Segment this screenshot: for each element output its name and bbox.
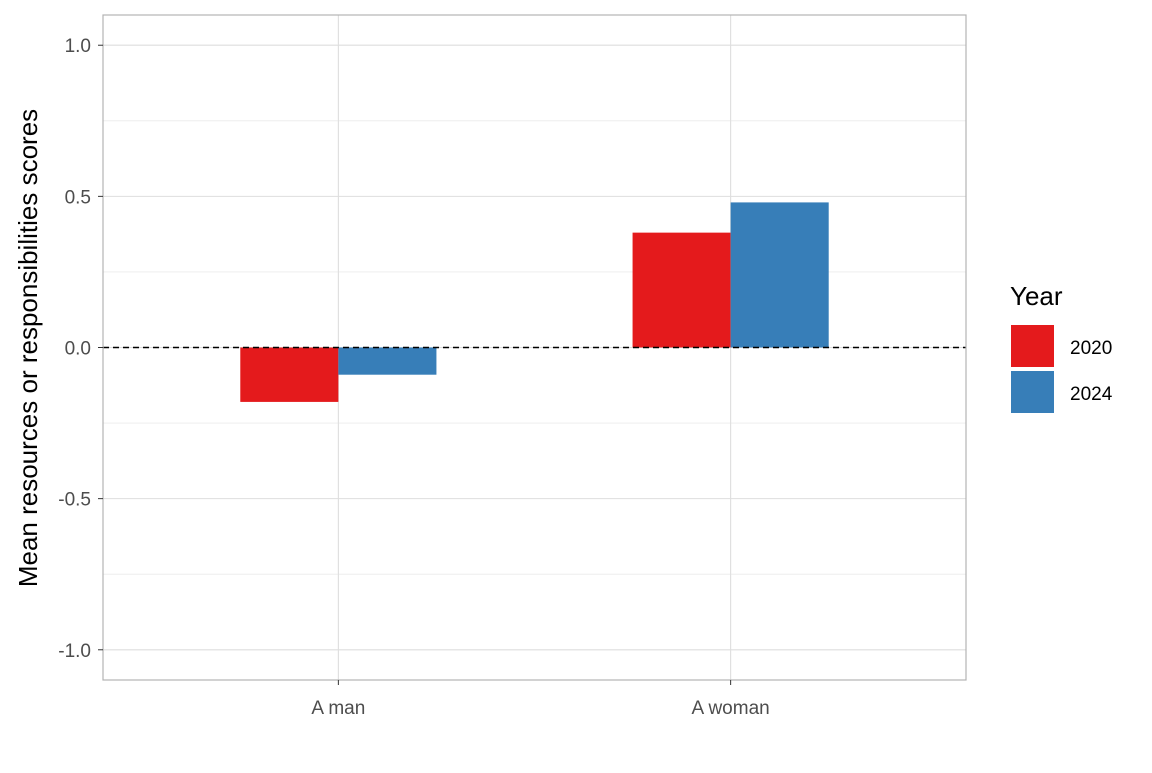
bar-2024-a-man [338,347,437,375]
y-tick-label: 0.0 [65,339,91,360]
y-tick-label: -1.0 [58,641,91,662]
bar-2024-a-woman [730,202,829,348]
legend-label-2024: 2024 [1070,384,1113,405]
x-tick-label: A man [311,698,365,719]
x-tick-label: A woman [692,698,770,719]
legend-label-2020: 2020 [1070,338,1112,359]
legend: Year 2020 2024 [1010,281,1113,413]
legend-key-2024 [1011,371,1054,413]
legend-items: 2020 2024 [1011,325,1113,413]
y-tick-label: 1.0 [65,36,91,57]
bar-2020-a-woman [632,232,731,348]
legend-key-2020 [1011,325,1054,367]
y-axis-title: Mean resources or responsibilities score… [13,109,43,587]
y-tick-label: 0.5 [65,187,91,208]
bars [240,202,829,402]
legend-title: Year [1010,281,1063,311]
x-axis-ticks: A man A woman [311,680,770,719]
y-tick-label: -0.5 [58,490,91,511]
y-axis-ticks: -1.0 -0.5 0.0 0.5 1.0 [58,36,103,662]
bar-2020-a-man [240,347,339,402]
